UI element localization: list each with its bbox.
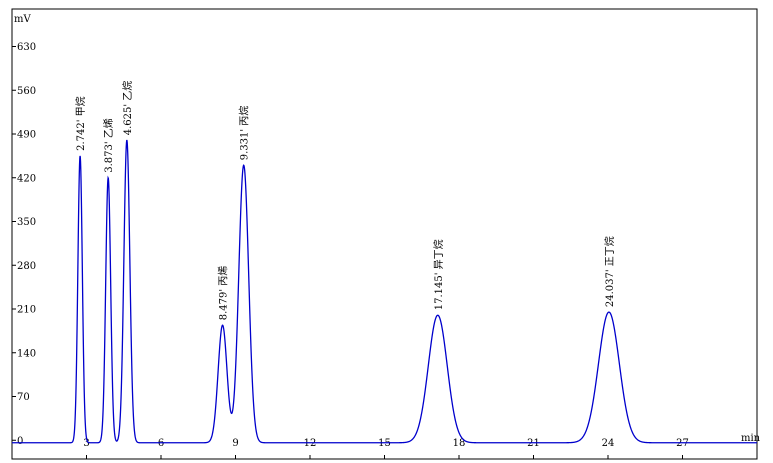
peak-label: 24.037' 正丁烷 — [603, 236, 616, 307]
peak-label: 17.145' 异丁烷 — [432, 239, 445, 310]
peak-label: 3.873' 乙烯 — [102, 118, 115, 173]
x-axis-unit: min — [741, 433, 761, 444]
y-tick-label: 420 — [17, 173, 36, 184]
x-tick-label: 24 — [602, 438, 615, 449]
y-tick-label: 0 — [17, 436, 23, 447]
x-tick-label: 3 — [83, 438, 89, 449]
x-tick-label: 21 — [527, 438, 540, 449]
y-tick-label: 210 — [17, 305, 36, 316]
y-tick-label: 350 — [17, 217, 36, 228]
peak-label: 9.331' 丙烷 — [238, 106, 251, 161]
peak-label: 2.742' 甲烷 — [74, 96, 87, 151]
y-tick-label: 630 — [17, 42, 36, 53]
x-axis-ticks: 3 6 9 12 15 18 21 24 27 — [83, 438, 689, 459]
chromatogram-trace — [12, 139, 757, 444]
y-tick-label: 490 — [17, 130, 36, 141]
x-tick-label: 18 — [453, 438, 466, 449]
y-axis-unit: mV — [14, 14, 31, 25]
y-tick-label: 70 — [17, 392, 30, 403]
peak-labels: 2.742' 甲烷 3.873' 乙烯 4.625' 乙烷 8.479' 丙烯 9.33… — [74, 81, 616, 321]
x-tick-label: 9 — [232, 438, 238, 449]
x-tick-label: 12 — [304, 438, 317, 449]
y-tick-label: 140 — [17, 348, 36, 359]
y-tick-label: 560 — [17, 86, 36, 97]
x-tick-label: 6 — [158, 438, 164, 449]
x-tick-label: 27 — [676, 438, 689, 449]
x-tick-label: 15 — [378, 438, 391, 449]
peak-label: 8.479' 丙烯 — [217, 266, 230, 321]
y-tick-label: 280 — [17, 261, 36, 272]
y-axis-ticks: 0 70 140 210 280 350 420 490 560 630 — [12, 42, 36, 447]
peak-label: 4.625' 乙烷 — [121, 81, 134, 136]
